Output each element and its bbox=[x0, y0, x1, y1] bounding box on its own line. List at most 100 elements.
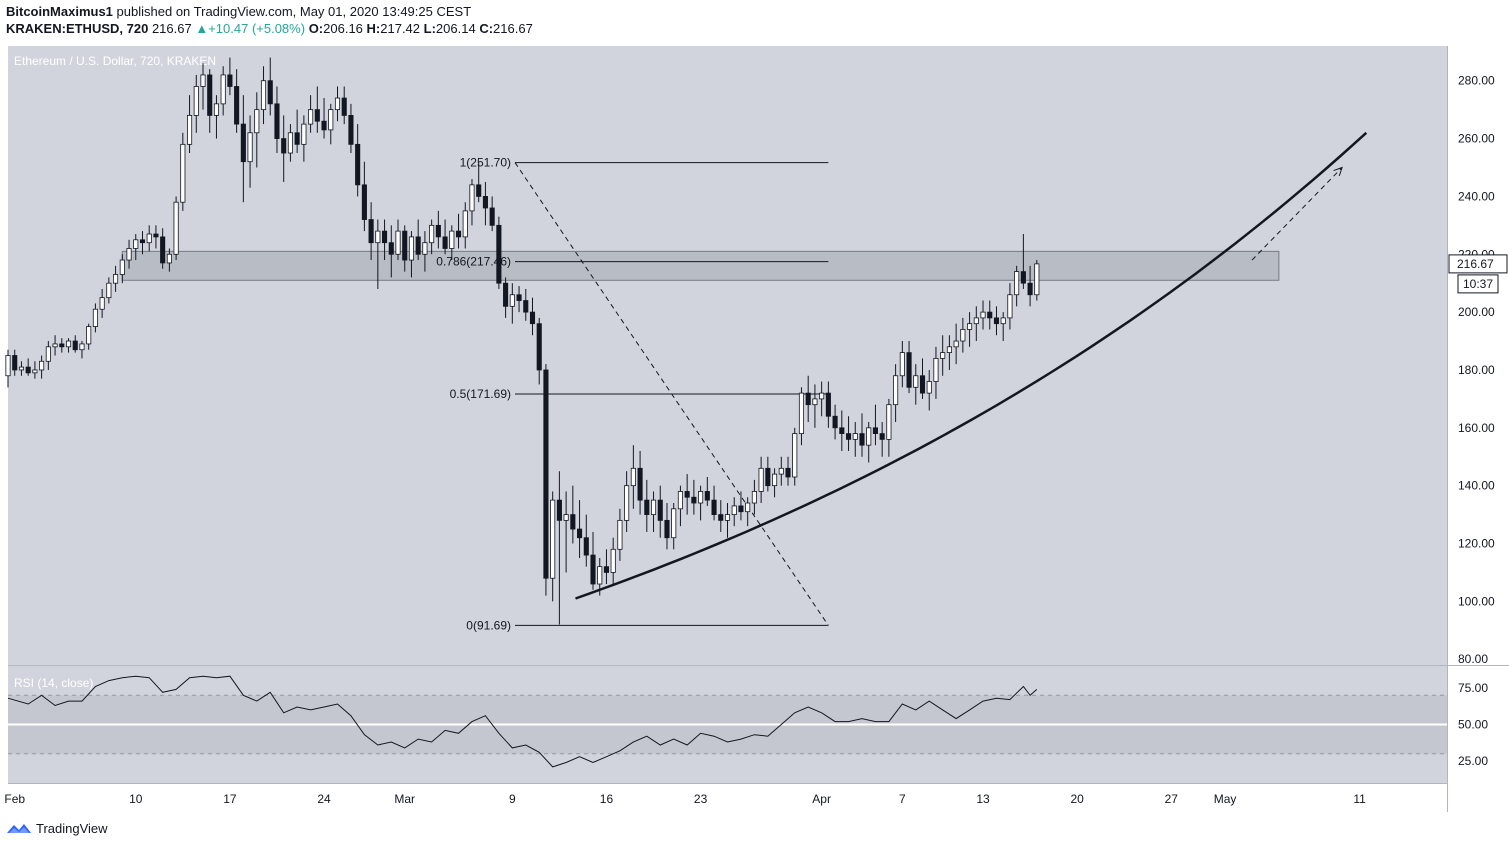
candle bbox=[368, 202, 374, 261]
candle bbox=[798, 387, 805, 446]
candle-body bbox=[106, 282, 112, 299]
candle bbox=[893, 364, 899, 423]
candle-body bbox=[859, 433, 865, 446]
candle bbox=[577, 500, 583, 558]
candle-body bbox=[321, 120, 327, 131]
last-price-label: 216.67 bbox=[1457, 257, 1494, 271]
candle-body bbox=[872, 427, 878, 434]
candle bbox=[482, 181, 488, 226]
candle bbox=[388, 225, 394, 278]
candle bbox=[449, 225, 455, 261]
candle bbox=[86, 323, 92, 350]
candle-body bbox=[482, 196, 488, 209]
candle bbox=[1027, 265, 1033, 307]
candle bbox=[758, 456, 764, 504]
candle bbox=[617, 508, 623, 561]
footer-brand[interactable]: TradingView bbox=[36, 820, 108, 836]
candle-body bbox=[839, 427, 845, 434]
candle-body bbox=[274, 103, 280, 139]
candle bbox=[476, 161, 482, 203]
candle-body bbox=[234, 86, 240, 125]
candle-body bbox=[227, 74, 233, 87]
candle-body bbox=[724, 514, 731, 521]
candle-body bbox=[886, 404, 892, 440]
candle bbox=[624, 471, 630, 532]
candle bbox=[220, 66, 226, 116]
candle-body bbox=[368, 219, 374, 244]
candle-body bbox=[745, 502, 751, 513]
candle-body bbox=[267, 80, 273, 105]
candle-body bbox=[1000, 317, 1006, 325]
candle bbox=[281, 115, 287, 182]
price-tick-label: 280.00 bbox=[1458, 74, 1495, 88]
candle-body bbox=[698, 491, 704, 504]
candle bbox=[234, 69, 240, 133]
candle-body bbox=[731, 505, 737, 515]
candle bbox=[845, 416, 852, 451]
candle-body bbox=[960, 329, 966, 342]
candle bbox=[980, 300, 986, 330]
candle bbox=[772, 468, 778, 498]
candle-body bbox=[52, 343, 58, 348]
change-value: +10.47 (+5.08%) bbox=[208, 21, 306, 36]
candle-body bbox=[751, 491, 757, 504]
candle bbox=[698, 485, 704, 521]
candle bbox=[1034, 260, 1040, 301]
price-tick-label: 80.00 bbox=[1458, 652, 1488, 666]
candle-body bbox=[355, 143, 361, 186]
candle bbox=[536, 317, 542, 385]
candle-body bbox=[422, 242, 428, 255]
candle bbox=[153, 225, 159, 249]
candle-body bbox=[408, 236, 415, 261]
candle-body bbox=[435, 224, 441, 238]
candle-body bbox=[146, 233, 152, 244]
publish-text: published on TradingView.com, May 01, 20… bbox=[116, 4, 472, 19]
countdown-badge bbox=[1457, 274, 1499, 294]
candle bbox=[227, 57, 233, 96]
candle-body bbox=[1014, 271, 1020, 296]
candle bbox=[946, 335, 952, 370]
candle-body bbox=[220, 74, 226, 105]
candle bbox=[872, 404, 878, 446]
candle-body bbox=[711, 499, 717, 515]
fib-level-label: 0.786(217.46) bbox=[436, 255, 511, 269]
candle bbox=[267, 57, 273, 116]
time-tick-label: 20 bbox=[1070, 792, 1084, 806]
candle bbox=[402, 225, 408, 272]
time-tick-label: 27 bbox=[1165, 792, 1179, 806]
author-name[interactable]: BitcoinMaximus1 bbox=[6, 4, 113, 19]
candle bbox=[852, 422, 858, 457]
price-tick-label: 140.00 bbox=[1458, 479, 1495, 493]
candle bbox=[5, 349, 11, 388]
chart-title: Ethereum / U.S. Dollar, 720, KRAKEN bbox=[14, 54, 216, 68]
candle-body bbox=[86, 326, 92, 345]
candle bbox=[644, 479, 650, 532]
tradingview-logo-icon bbox=[7, 824, 31, 833]
time-tick-label: 24 bbox=[317, 792, 331, 806]
candle-body bbox=[563, 514, 569, 521]
candle bbox=[543, 364, 549, 596]
candle-body bbox=[940, 352, 946, 359]
candle bbox=[711, 485, 717, 521]
countdown-label: 10:37 bbox=[1463, 277, 1493, 291]
candle bbox=[119, 254, 125, 284]
candle bbox=[839, 410, 845, 451]
candle-body bbox=[281, 138, 287, 154]
candle-body bbox=[879, 433, 885, 440]
candle bbox=[301, 115, 307, 162]
resistance-zone bbox=[121, 250, 1280, 281]
candle bbox=[704, 476, 710, 506]
candle bbox=[1000, 312, 1006, 342]
candle-body bbox=[852, 433, 858, 440]
rsi-line bbox=[7, 675, 1038, 768]
candle bbox=[65, 338, 72, 353]
candle-body bbox=[805, 392, 811, 406]
candle bbox=[45, 341, 51, 370]
candle bbox=[408, 231, 415, 278]
candle-body bbox=[671, 508, 677, 539]
candle bbox=[745, 497, 751, 527]
high-value: 217.42 bbox=[380, 21, 421, 36]
candle-body bbox=[590, 554, 596, 585]
candle-body bbox=[18, 366, 25, 371]
